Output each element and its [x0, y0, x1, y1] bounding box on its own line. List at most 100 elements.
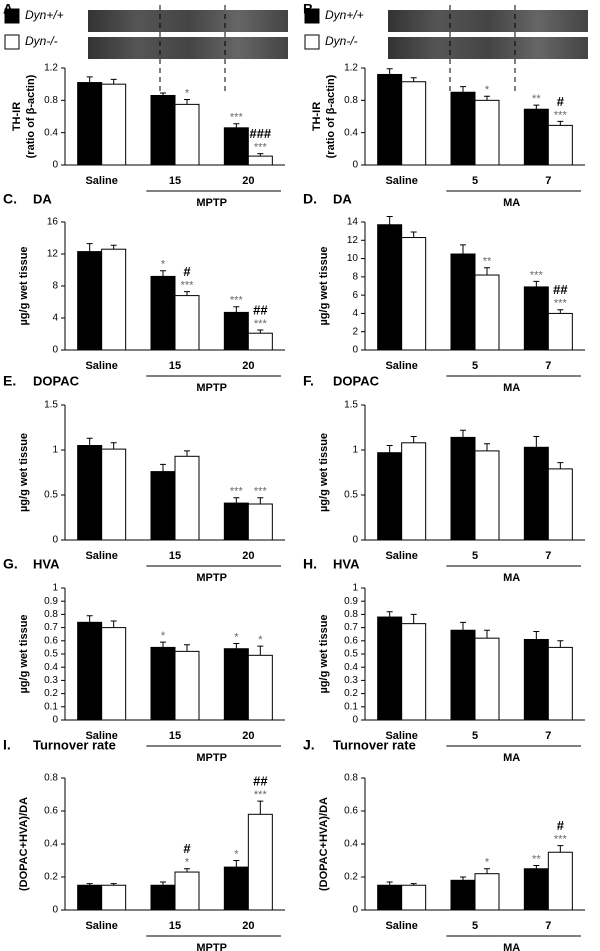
error-bar: [386, 216, 393, 225]
significance: ***: [230, 112, 244, 124]
panel-title: DA: [33, 191, 52, 206]
bar: [377, 452, 403, 541]
legend-swatch: [4, 8, 20, 24]
y-tick-label: 0: [52, 535, 58, 546]
error-bar: [184, 291, 190, 296]
y-tick-label: 1: [352, 445, 358, 456]
group-label: MPTP: [196, 197, 227, 209]
significance: **: [532, 853, 541, 865]
error-bar: [386, 68, 393, 75]
significance: ***: [254, 486, 268, 498]
error-bar: [460, 244, 466, 254]
group-label: MA: [503, 942, 520, 951]
error-bar: [410, 231, 417, 238]
y-tick-label: 0.4: [344, 662, 358, 673]
y-tick-label: 0.2: [44, 872, 58, 883]
bar: [523, 108, 549, 166]
y-tick-label: 0.9: [344, 596, 358, 607]
y-axis-label: µg/g wet tissue: [18, 614, 30, 693]
panel-title: DA: [333, 191, 352, 206]
error-bar: [484, 629, 490, 639]
error-bar: [484, 868, 490, 874]
x-tick-label: 7: [545, 360, 551, 372]
x-tick-label: Saline: [85, 920, 117, 932]
y-axis-label: (DOPAC+HVA)/DA: [18, 797, 30, 891]
bar: [523, 868, 549, 911]
y-tick-label: 0.2: [344, 688, 358, 699]
group-label: MPTP: [196, 382, 227, 394]
x-tick-label: 20: [242, 175, 254, 187]
x-tick-label: 7: [545, 175, 551, 187]
hash-significance: #: [183, 264, 191, 279]
bar: [174, 650, 200, 721]
error-bar: [160, 270, 166, 277]
error-bar: [257, 329, 264, 334]
bar: [101, 83, 127, 166]
x-tick-label: 15: [169, 920, 181, 932]
y-tick-label: 0: [52, 160, 58, 171]
panel-label: J.: [303, 737, 315, 753]
bar: [223, 311, 249, 351]
bar: [547, 851, 573, 911]
y-tick-label: 0.5: [344, 490, 358, 501]
legend-swatch: [304, 8, 320, 24]
hash-significance: #: [557, 94, 565, 109]
error-bar: [460, 621, 466, 631]
significance: ***: [181, 280, 195, 292]
y-tick-label: 12: [347, 235, 359, 246]
panel-title: HVA: [33, 556, 60, 571]
error-bar: [484, 95, 490, 101]
y-tick-label: 0.5: [344, 649, 358, 660]
y-tick-label: 12: [47, 249, 59, 260]
error-bar: [410, 613, 417, 624]
bar: [377, 73, 403, 166]
y-tick-label: 0.3: [344, 675, 358, 686]
error-bar: [184, 868, 190, 873]
error-bar: [460, 429, 466, 438]
x-tick-label: 15: [169, 175, 181, 187]
y-tick-label: 0.6: [44, 806, 58, 817]
bar: [547, 468, 573, 541]
error-bar: [233, 642, 240, 649]
bar: [174, 103, 200, 166]
error-bar: [557, 309, 564, 314]
x-tick-label: Saline: [385, 550, 417, 562]
panel-title: DOPAC: [333, 373, 380, 388]
error-bar: [86, 615, 93, 623]
error-bar: [233, 860, 240, 868]
error-bar: [257, 497, 264, 504]
y-tick-label: 8: [352, 271, 358, 282]
y-tick-label: 10: [347, 253, 359, 264]
y-tick-label: 0.6: [344, 806, 358, 817]
y-axis-label: µg/g wet tissue: [318, 614, 330, 693]
bar: [450, 629, 476, 721]
group-label: MPTP: [196, 752, 227, 764]
y-tick-label: 1.5: [344, 400, 358, 411]
y-tick-label: 0.6: [344, 635, 358, 646]
y-tick-label: 0.4: [44, 839, 58, 850]
x-tick-label: 7: [545, 550, 551, 562]
y-tick-label: 0.8: [44, 609, 58, 620]
bar: [450, 879, 476, 911]
bar: [247, 813, 273, 911]
bar: [101, 248, 127, 351]
bar: [401, 442, 427, 541]
x-tick-label: 7: [545, 920, 551, 932]
bar: [547, 124, 573, 166]
significance: ***: [554, 834, 568, 846]
significance: *: [161, 630, 166, 642]
bar: [101, 884, 127, 911]
bar: [401, 623, 427, 721]
y-tick-label: 0.8: [44, 95, 58, 106]
bar: [401, 237, 427, 351]
bar: [377, 884, 403, 911]
x-tick-label: 20: [242, 730, 254, 742]
error-bar: [233, 123, 240, 128]
y-tick-label: 0.2: [44, 688, 58, 699]
bar: [523, 446, 549, 541]
panel-label: D.: [303, 191, 317, 207]
bar: [523, 638, 549, 721]
panel: E. DOPAC µg/g wet tissue 0 0.5 1 1.5 Saline 15 20…: [3, 373, 285, 584]
panel: D. DA µg/g wet tissue 0 2 4 6 8 10 12 14 Saline 5 ** 7…: [303, 191, 585, 394]
y-axis-label: TH-IR: [311, 102, 323, 131]
